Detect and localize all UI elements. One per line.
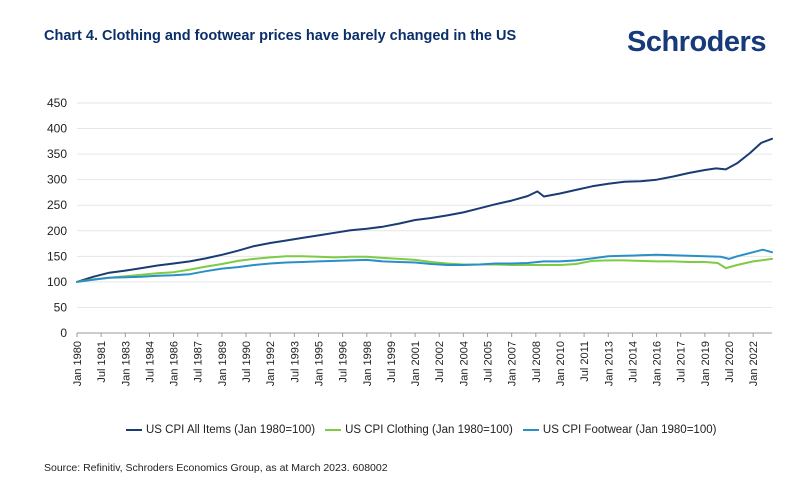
x-tick-label: Jan 2010	[555, 341, 567, 386]
legend-item-all-items: US CPI All Items (Jan 1980=100)	[126, 424, 315, 436]
y-tick-label: 300	[47, 173, 67, 187]
legend-swatch-clothing	[325, 429, 342, 431]
y-tick-label: 450	[47, 96, 67, 110]
series-lines	[76, 137, 773, 283]
x-tick-label: Jan 2013	[603, 341, 615, 386]
x-tick-label: Jan 1986	[169, 341, 181, 386]
legend-swatch-all-items	[126, 429, 142, 431]
x-tick-label: Jul 1996	[338, 341, 350, 383]
x-tick-label: Jul 2017	[676, 341, 688, 383]
x-axis-ticks: Jan 1980 Jul 1981 Jan 1983 Jul 1984 Jan 1986…	[72, 333, 760, 386]
x-tick-label: Jan 1980	[72, 341, 84, 386]
y-tick-label: 150	[47, 249, 67, 263]
x-tick-label: Jul 1984	[144, 341, 156, 383]
y-tick-label: 50	[54, 300, 68, 314]
y-tick-label: 100	[47, 275, 67, 289]
series-line-clothing	[76, 255, 773, 283]
x-tick-label: Jan 1998	[362, 341, 374, 386]
x-tick-label: Jul 1990	[241, 341, 253, 383]
legend-item-clothing: US CPI Clothing (Jan 1980=100)	[325, 424, 513, 436]
x-tick-label: Jul 2005	[483, 341, 495, 383]
x-tick-label: Jan 1989	[217, 341, 229, 386]
x-tick-label: Jul 2002	[434, 341, 446, 383]
x-tick-label: Jul 1981	[96, 341, 108, 383]
y-tick-label: 250	[47, 198, 67, 212]
x-tick-label: Jul 1993	[289, 341, 301, 383]
series-line-footwear	[76, 248, 773, 283]
source-note: Source: Refinitiv, Schroders Economics G…	[44, 462, 388, 474]
x-tick-label: Jan 1995	[313, 341, 325, 386]
y-axis-ticks: 0 50 100 150 200 250 300 350 400 450	[47, 96, 67, 340]
y-tick-label: 200	[47, 224, 67, 238]
x-tick-label: Jan 2007	[507, 341, 519, 386]
legend: US CPI All Items (Jan 1980=100) US CPI C…	[126, 424, 726, 436]
series-line-all-items	[76, 137, 773, 283]
x-tick-label: Jul 1999	[386, 341, 398, 383]
legend-item-footwear: US CPI Footwear (Jan 1980=100)	[522, 424, 717, 436]
x-tick-label: Jan 2001	[410, 341, 422, 386]
legend-label-clothing: US CPI Clothing (Jan 1980=100)	[345, 424, 513, 436]
x-tick-label: Jul 2008	[531, 341, 543, 383]
x-tick-label: Jan 2022	[748, 341, 760, 386]
legend-swatch-footwear	[522, 429, 539, 431]
legend-label-all-items: US CPI All Items (Jan 1980=100)	[146, 424, 316, 436]
x-tick-label: Jul 1987	[193, 341, 205, 383]
x-tick-label: Jul 2011	[579, 341, 591, 382]
legend-label-footwear: US CPI Footwear (Jan 1980=100)	[542, 424, 717, 436]
y-tick-label: 350	[47, 147, 67, 161]
y-tick-label: 0	[60, 326, 67, 340]
x-tick-label: Jan 2019	[700, 341, 712, 386]
schroders-logo: Schroders	[627, 26, 766, 58]
x-tick-label: Jul 2020	[724, 341, 736, 383]
y-tick-label: 400	[47, 122, 67, 136]
x-tick-label: Jan 1983	[120, 341, 132, 386]
chart-title: Chart 4. Clothing and footwear prices ha…	[44, 28, 517, 44]
x-tick-label: Jan 1992	[265, 341, 277, 386]
x-tick-label: Jan 2004	[458, 341, 470, 386]
x-tick-label: Jan 2016	[652, 341, 664, 386]
x-tick-label: Jul 2014	[627, 341, 639, 383]
